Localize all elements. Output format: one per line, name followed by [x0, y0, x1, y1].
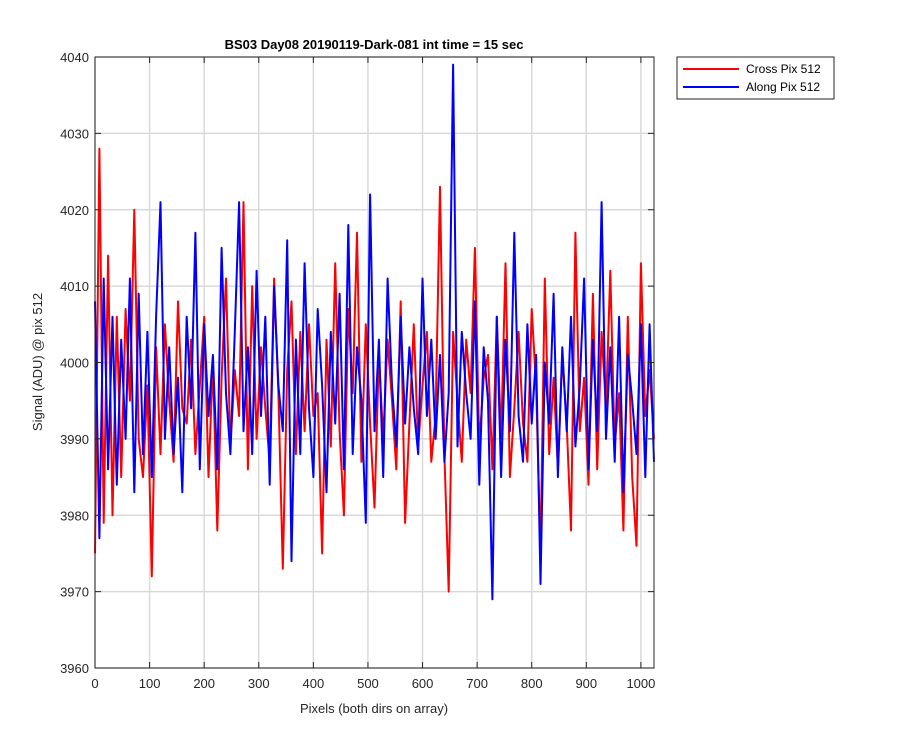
y-tick-label: 3980 [60, 508, 89, 523]
y-tick-label: 4030 [60, 126, 89, 141]
x-tick-label: 600 [412, 676, 434, 691]
y-tick-label: 4040 [60, 50, 89, 65]
y-tick-label: 3960 [60, 661, 89, 676]
x-tick-label: 1000 [626, 676, 655, 691]
x-tick-label: 300 [248, 676, 270, 691]
y-tick-label: 4000 [60, 356, 89, 371]
x-tick-label: 0 [91, 676, 98, 691]
chart-title: BS03 Day08 20190119-Dark-081 int time = … [225, 37, 524, 52]
series-line-along [94, 63, 655, 601]
y-tick-label: 3990 [60, 432, 89, 447]
x-tick-label: 700 [466, 676, 488, 691]
x-tick-label: 400 [303, 676, 325, 691]
y-tick-label: 4020 [60, 203, 89, 218]
legend-box [676, 56, 835, 100]
legend: Cross Pix 512 Along Pix 512 [676, 56, 835, 100]
y-tick-label: 3970 [60, 585, 89, 600]
y-axis-label: Signal (ADU) @ pix 512 [30, 293, 45, 431]
legend-label-cross: Cross Pix 512 [746, 62, 821, 76]
x-tick-label: 500 [357, 676, 379, 691]
legend-label-along: Along Pix 512 [746, 80, 820, 94]
x-tick-label: 200 [193, 676, 215, 691]
tick-labels: 0 100 200 300 400 500 600 700 800 900 1000 3960 3970… [60, 50, 655, 691]
ticks [94, 56, 654, 669]
y-tick-label: 4010 [60, 279, 89, 294]
x-tick-label: 900 [575, 676, 597, 691]
x-tick-label: 100 [139, 676, 161, 691]
series-lines [94, 63, 655, 601]
x-tick-label: 800 [521, 676, 543, 691]
x-axis-label: Pixels (both dirs on array) [300, 701, 448, 716]
